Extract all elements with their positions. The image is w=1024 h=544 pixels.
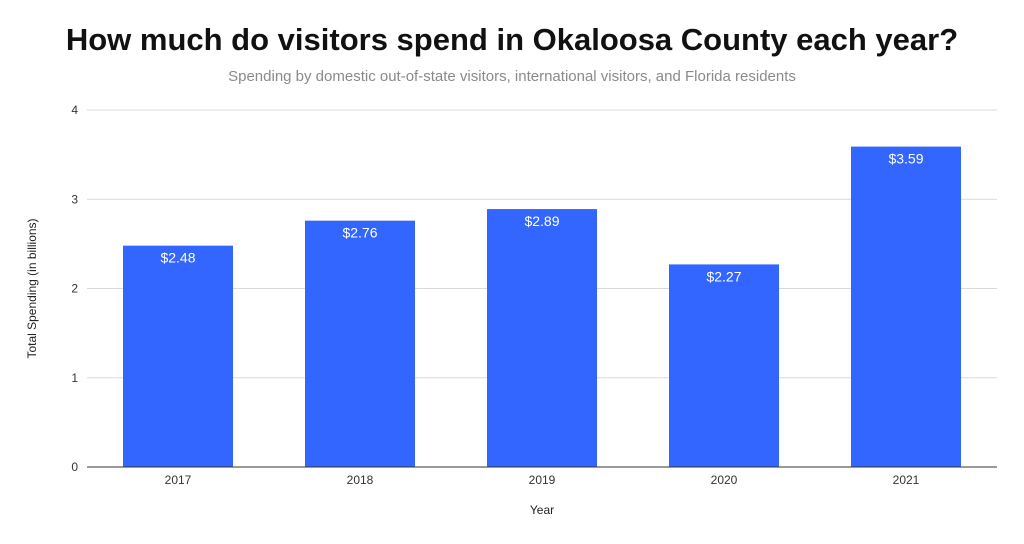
x-tick-label: 2019: [529, 473, 556, 487]
y-tick-label: 4: [71, 103, 78, 117]
y-tick-label: 0: [71, 460, 78, 474]
y-tick-label: 2: [71, 282, 78, 296]
bar-value-label: $2.76: [342, 225, 377, 241]
bar-2021: [851, 146, 961, 467]
x-tick-label: 2017: [165, 473, 192, 487]
bars: $2.48 $2.76 $2.89 $2.27 $3.59: [123, 146, 961, 467]
x-tick-label: 2018: [347, 473, 374, 487]
bar-value-label: $2.48: [160, 250, 195, 266]
y-tick-label: 3: [71, 192, 78, 206]
bar-value-label: $3.59: [888, 151, 923, 167]
chart-title: How much do visitors spend in Okaloosa C…: [65, 22, 959, 57]
chart-subtitle: Spending by domestic out-of-state visito…: [228, 68, 796, 85]
bar-2020: [669, 264, 779, 467]
bar-2019: [487, 209, 597, 467]
x-tick-label: 2020: [711, 473, 738, 487]
bar-value-label: $2.89: [524, 213, 559, 229]
bar-value-label: $2.27: [706, 268, 741, 284]
y-axis-label: Total Spending (in billions): [25, 218, 39, 358]
bar-2017: [123, 245, 233, 467]
bar-2018: [305, 220, 415, 467]
y-axis-ticks: 0 1 2 3 4: [71, 103, 78, 474]
x-axis-label: Year: [530, 503, 554, 517]
y-tick-label: 1: [71, 371, 78, 385]
x-axis-ticks: 2017 2018 2019 2020 2021: [165, 473, 920, 487]
x-tick-label: 2021: [893, 473, 920, 487]
